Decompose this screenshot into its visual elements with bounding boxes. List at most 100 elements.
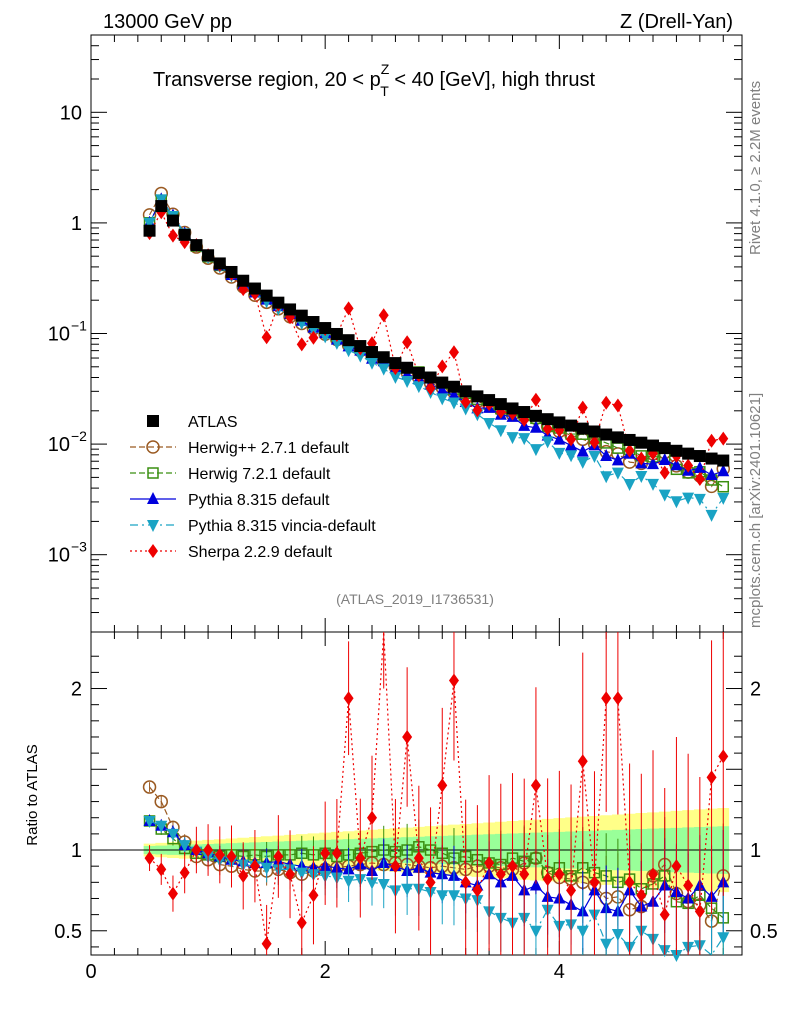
- atlas-point: [658, 442, 671, 455]
- main-point: [377, 363, 390, 376]
- main-point: [717, 480, 730, 493]
- ratio-point: [156, 862, 167, 877]
- main-point: [553, 432, 566, 445]
- atlas-point: [377, 351, 390, 364]
- y-tick-exponent: −1: [71, 318, 87, 334]
- y-tick-label: 10: [48, 324, 70, 346]
- ratio-point: [495, 867, 506, 882]
- ratio-point: [577, 754, 588, 769]
- main-point: [401, 375, 414, 388]
- ratio-point: [143, 815, 156, 828]
- ratio-point: [601, 691, 612, 706]
- main-point: [459, 403, 472, 416]
- main-point: [670, 458, 683, 471]
- atlas-point: [272, 296, 285, 309]
- ratio-point: [295, 867, 308, 880]
- main-point: [601, 395, 612, 410]
- legend-marker: [146, 440, 160, 454]
- atlas-point: [178, 228, 191, 241]
- legend-entry-4: Pythia 8.315 vincia-default: [130, 518, 376, 535]
- main-point: [682, 492, 695, 505]
- ratio-point: [154, 794, 169, 809]
- ratio-point: [683, 878, 694, 893]
- atlas-point: [295, 309, 308, 322]
- ratio-y-tick-label: 2: [71, 679, 82, 701]
- main-point: [576, 456, 589, 469]
- header-right: Z (Drell-Yan): [620, 11, 733, 33]
- legend-entry-5: Sherpa 2.2.9 default: [130, 544, 333, 561]
- atlas-point: [611, 431, 624, 444]
- plot-title: Transverse region, 20 < pZ T < 40 [GeV], …: [153, 61, 596, 99]
- ratio-point: [179, 865, 190, 880]
- main-point: [693, 493, 706, 506]
- ratio-ylabel: Ratio to ATLAS: [24, 744, 41, 845]
- main-point: [494, 425, 507, 438]
- ratio-point: [402, 729, 413, 744]
- main-point: [261, 330, 272, 345]
- ratio-point: [261, 936, 272, 951]
- main-point: [600, 448, 613, 461]
- ratio-point: [425, 875, 436, 890]
- main-point: [659, 465, 670, 480]
- main-point: [611, 467, 624, 480]
- legend-label: ATLAS: [188, 414, 238, 431]
- analysis-id: (ATLAS_2019_I1736531): [336, 591, 494, 607]
- ratio-point: [308, 888, 319, 903]
- ratio-point: [226, 849, 237, 864]
- ratio-point: [320, 846, 331, 861]
- ratio-point: [436, 890, 449, 903]
- main-point: [529, 444, 542, 457]
- main-point: [412, 381, 425, 394]
- atlas-point: [717, 454, 730, 467]
- legend-label: Herwig 7.2.1 default: [188, 466, 331, 483]
- atlas-point: [670, 444, 683, 457]
- atlas-point: [342, 334, 355, 347]
- ratio-point: [624, 875, 635, 890]
- ratio-point: [367, 810, 378, 825]
- ratio-point: [355, 851, 366, 866]
- data-series: [142, 186, 731, 962]
- ratio-point: [401, 883, 414, 896]
- atlas-point: [459, 385, 472, 398]
- main-point: [717, 492, 730, 505]
- atlas-point: [213, 257, 226, 270]
- atlas-point: [284, 303, 297, 316]
- main-point: [506, 432, 519, 445]
- ratio-point: [694, 904, 705, 919]
- ratio-point: [342, 875, 355, 888]
- ratio-point: [142, 780, 157, 794]
- ratio-point: [331, 846, 342, 861]
- ratio-point: [366, 877, 379, 890]
- atlas-point: [354, 340, 367, 353]
- main-point: [448, 345, 459, 360]
- ratio-point: [589, 875, 600, 890]
- main-line: [149, 198, 724, 476]
- main-point: [518, 433, 531, 446]
- atlas-point: [412, 366, 425, 379]
- ratio-point: [203, 843, 214, 858]
- ratio-point: [718, 749, 729, 764]
- ratio-point: [519, 867, 530, 882]
- main-point: [167, 228, 178, 243]
- main-point: [308, 330, 319, 345]
- ratio-y-tick-label: 1: [71, 840, 82, 862]
- y-tick-label: 10: [60, 102, 82, 124]
- legend: ATLAS Herwig++ 2.7.1 default Herwig 7.2.1 …: [130, 414, 376, 561]
- legend-label: Pythia 8.315 vincia-default: [188, 518, 376, 535]
- y-tick-label: 1: [71, 213, 82, 235]
- main-point: [343, 301, 354, 316]
- legend-entry-0: ATLAS: [147, 414, 238, 431]
- atlas-point: [553, 416, 566, 429]
- ratio-point: [659, 907, 670, 922]
- atlas-point: [635, 436, 648, 449]
- main-point: [529, 420, 542, 433]
- atlas-point: [225, 265, 238, 278]
- ratio-point: [576, 925, 589, 938]
- main-point: [705, 468, 718, 481]
- legend-label: Pythia 8.315 default: [188, 492, 330, 509]
- atlas-point: [330, 327, 343, 340]
- ratio-point: [648, 867, 659, 882]
- ratio-point: [144, 851, 155, 866]
- main-point: [658, 489, 671, 502]
